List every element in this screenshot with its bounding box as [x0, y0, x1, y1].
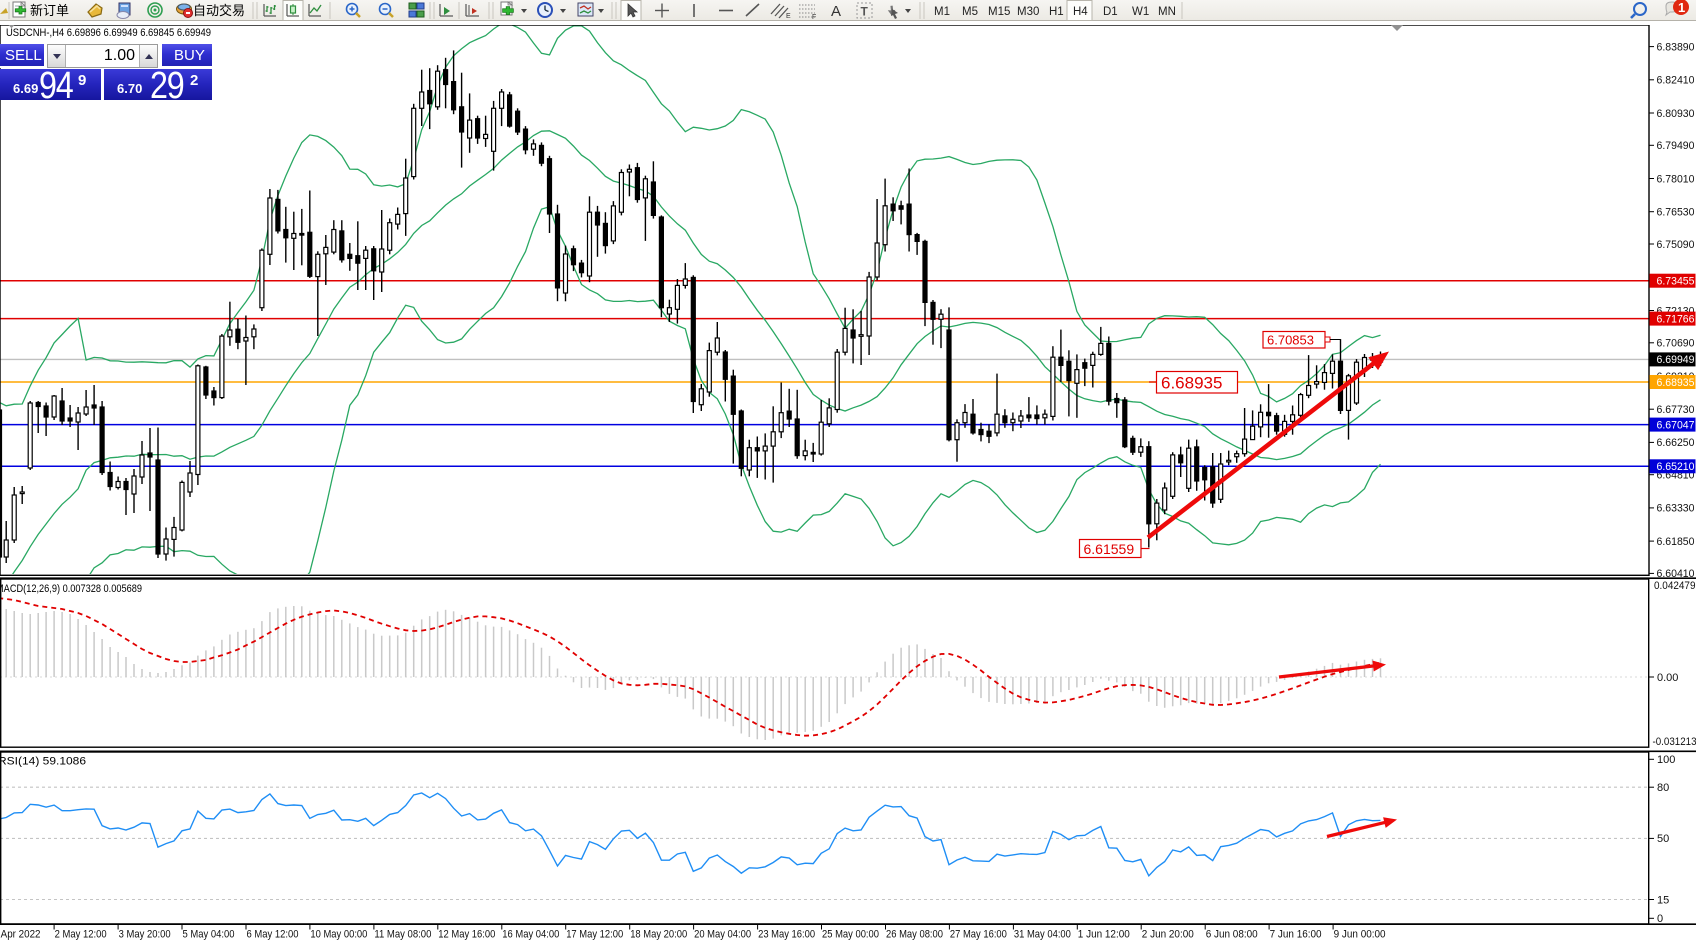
- svg-text:6.80930: 6.80930: [1657, 108, 1695, 120]
- svg-text:0.00: 0.00: [1657, 672, 1678, 684]
- svg-text:2 May 12:00: 2 May 12:00: [55, 929, 107, 941]
- svg-text:25 May 00:00: 25 May 00:00: [822, 929, 879, 941]
- svg-text:6.68935: 6.68935: [1161, 374, 1222, 393]
- svg-text:1 Jun 12:00: 1 Jun 12:00: [1078, 929, 1130, 941]
- svg-text:20 May 04:00: 20 May 04:00: [694, 929, 751, 941]
- svg-text:6.83890: 6.83890: [1657, 41, 1695, 53]
- svg-text:80: 80: [1657, 782, 1669, 794]
- svg-text:6.71766: 6.71766: [1657, 313, 1695, 325]
- svg-text:H1: H1: [1049, 6, 1064, 18]
- svg-text:6.61850: 6.61850: [1657, 536, 1695, 548]
- svg-text:6.68935: 6.68935: [1657, 377, 1695, 389]
- svg-text:3 May 20:00: 3 May 20:00: [119, 929, 171, 941]
- svg-text:100: 100: [1657, 754, 1675, 766]
- svg-text:M5: M5: [962, 6, 978, 18]
- svg-text:50: 50: [1657, 833, 1669, 845]
- svg-text:E: E: [786, 13, 791, 20]
- svg-text:F: F: [812, 14, 816, 21]
- svg-text:6.65210: 6.65210: [1657, 461, 1695, 473]
- svg-text:1 Apr 2022: 1 Apr 2022: [0, 929, 41, 941]
- svg-text:6.60410: 6.60410: [1657, 568, 1695, 580]
- svg-text:6.70853: 6.70853: [1267, 333, 1314, 348]
- svg-text:6.63330: 6.63330: [1657, 503, 1695, 515]
- svg-text:6.75090: 6.75090: [1657, 239, 1695, 251]
- svg-text:新订单: 新订单: [30, 3, 69, 18]
- svg-text:A: A: [831, 3, 841, 20]
- svg-text:0.042479: 0.042479: [1654, 580, 1696, 592]
- svg-text:T: T: [861, 5, 869, 19]
- svg-text:5 May 04:00: 5 May 04:00: [183, 929, 235, 941]
- svg-text:0: 0: [1657, 913, 1663, 925]
- svg-text:6.70690: 6.70690: [1657, 338, 1695, 350]
- svg-text:-0.031213: -0.031213: [1653, 736, 1696, 748]
- svg-text:31 May 04:00: 31 May 04:00: [1014, 929, 1071, 941]
- svg-text:26 May 08:00: 26 May 08:00: [886, 929, 943, 941]
- svg-text:6.61559: 6.61559: [1084, 541, 1135, 557]
- svg-text:W1: W1: [1132, 6, 1149, 18]
- svg-text:MN: MN: [1158, 6, 1176, 18]
- svg-text:15: 15: [1657, 894, 1669, 906]
- svg-text:M15: M15: [988, 6, 1010, 18]
- svg-text:11 May 08:00: 11 May 08:00: [374, 929, 431, 941]
- svg-text:M30: M30: [1017, 6, 1039, 18]
- svg-text:6.67047: 6.67047: [1657, 419, 1695, 431]
- svg-text:6.76530: 6.76530: [1657, 207, 1695, 219]
- svg-text:自动交易: 自动交易: [193, 3, 245, 18]
- svg-text:17 May 12:00: 17 May 12:00: [566, 929, 623, 941]
- svg-text:12 May 16:00: 12 May 16:00: [438, 929, 495, 941]
- svg-text:D1: D1: [1103, 6, 1118, 18]
- svg-text:MACD(12,26,9) 0.007328 0.00568: MACD(12,26,9) 0.007328 0.005689: [0, 583, 142, 595]
- svg-text:RSI(14) 59.1086: RSI(14) 59.1086: [0, 756, 86, 768]
- svg-text:27 May 16:00: 27 May 16:00: [950, 929, 1007, 941]
- svg-text:USDCNH-,H4 6.69896 6.69949 6.: USDCNH-,H4 6.69896 6.69949 6.69845 6.699…: [6, 27, 211, 39]
- svg-text:6.66250: 6.66250: [1657, 437, 1695, 449]
- svg-text:10 May 00:00: 10 May 00:00: [310, 929, 367, 941]
- svg-text:6.82410: 6.82410: [1657, 75, 1695, 87]
- svg-text:16 May 04:00: 16 May 04:00: [502, 929, 559, 941]
- svg-text:6.79490: 6.79490: [1657, 140, 1695, 152]
- svg-text:23 May 16:00: 23 May 16:00: [758, 929, 815, 941]
- svg-text:H4: H4: [1073, 6, 1088, 18]
- svg-text:6.67730: 6.67730: [1657, 404, 1695, 416]
- svg-text:18 May 20:00: 18 May 20:00: [630, 929, 687, 941]
- svg-text:7 Jun 16:00: 7 Jun 16:00: [1270, 929, 1322, 941]
- svg-text:6 May 12:00: 6 May 12:00: [247, 929, 299, 941]
- svg-text:6 Jun 08:00: 6 Jun 08:00: [1206, 929, 1258, 941]
- svg-text:6.69949: 6.69949: [1657, 354, 1695, 366]
- svg-text:6.73455: 6.73455: [1657, 276, 1695, 288]
- svg-text:M1: M1: [934, 6, 950, 18]
- svg-text:2 Jun 20:00: 2 Jun 20:00: [1142, 929, 1194, 941]
- svg-text:9 Jun 00:00: 9 Jun 00:00: [1334, 929, 1386, 941]
- svg-text:6.78010: 6.78010: [1657, 173, 1695, 185]
- svg-text:1: 1: [1678, 0, 1685, 15]
